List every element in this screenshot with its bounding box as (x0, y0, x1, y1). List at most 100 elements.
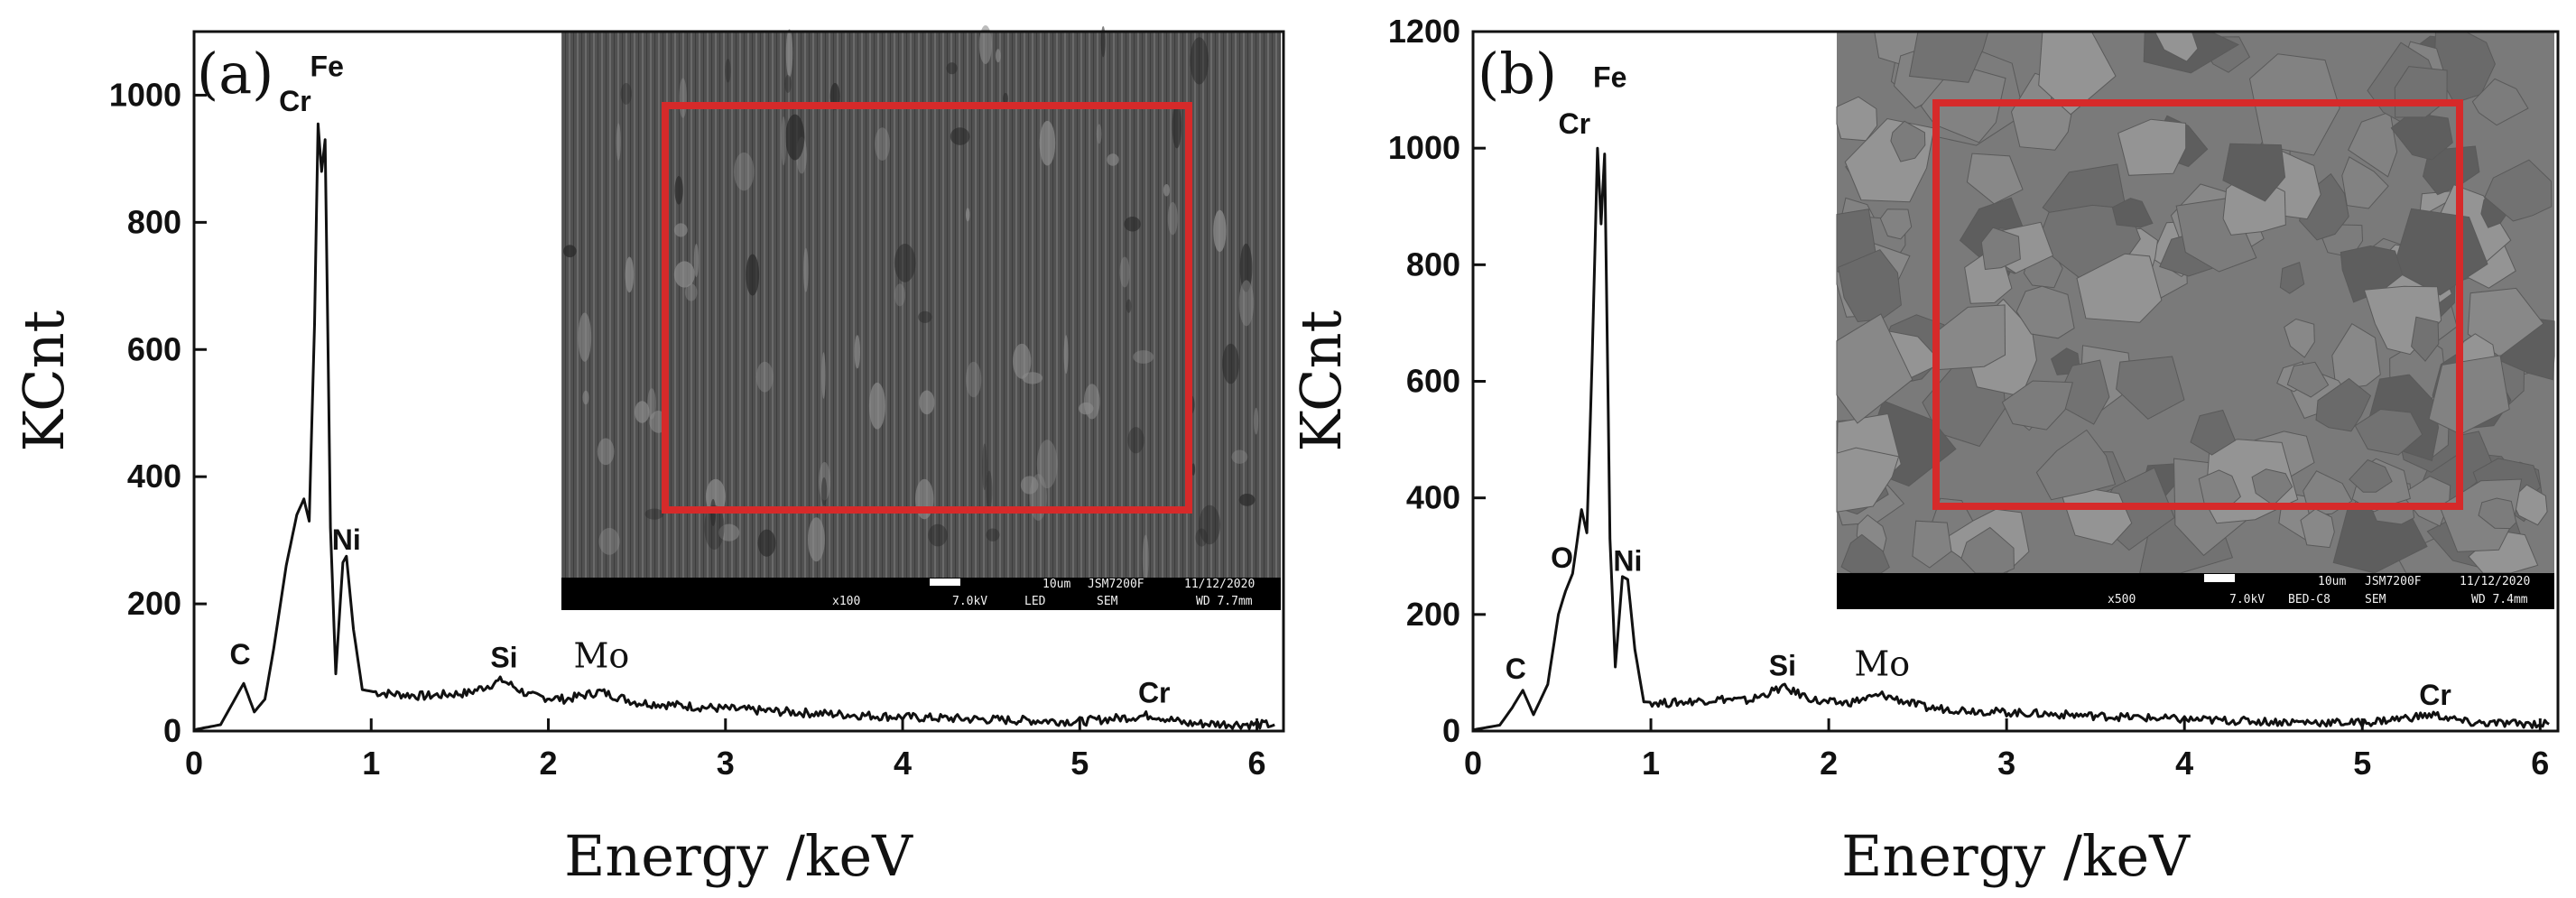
panel-a-sem-speck (803, 247, 809, 292)
panel-a-sem-speck (755, 361, 774, 393)
panel-a-x-tick-label: 2 (540, 745, 558, 782)
panel-b-sem-grain (1980, 227, 2021, 271)
panel-b-sem-grain (2279, 262, 2305, 294)
panel-a-sem-speck (894, 283, 905, 307)
panel-b-sem-grain (2331, 323, 2381, 391)
panel-a-peak-label: Ni (332, 523, 361, 556)
panel-b-sem-grain (2284, 318, 2315, 358)
panel-a-sem-speck (821, 352, 826, 399)
panel-a-sem-speck (986, 528, 1000, 542)
panel-a-sem-speck (598, 528, 620, 555)
panel-b-y-tick-label: 1200 (1388, 13, 1460, 50)
panel-a-y-tick-label: 200 (127, 585, 181, 622)
panel-a-sem-speck (854, 335, 861, 369)
panel-a-sem-speck (894, 243, 916, 282)
panel-a-sem-speck (616, 123, 621, 161)
panel-a-x-tick-label: 3 (717, 745, 735, 782)
panel-b-sem-grain (1836, 313, 1913, 424)
panel-a-sem-speck (1213, 209, 1227, 253)
panel-b-x-tick-label: 5 (2353, 745, 2371, 782)
panel-a-peak-label: Si (490, 642, 517, 674)
panel-b-sem-grain (2035, 429, 2117, 501)
panel-b-y-tick-label: 800 (1406, 245, 1460, 282)
panel-a-x-tick-label: 4 (894, 745, 912, 782)
panel-a-sem-date: 11/12/2020 (1184, 578, 1255, 591)
panel-b-sem-grain (2467, 287, 2544, 357)
panel-b-peak-label: Cr (2419, 679, 2451, 711)
panel-a-x-tick-label: 0 (185, 745, 203, 782)
panel-a-sem-speck (1078, 402, 1094, 415)
panel-a-x-tick-label: 6 (1248, 745, 1266, 782)
panel-b-sem-grain (1836, 447, 1900, 513)
panel-a-sem-speck (1199, 505, 1221, 545)
panel-a-sem-speck (1254, 407, 1259, 435)
panel-a-sem-speck (1036, 440, 1058, 489)
panel-a-axes: 0 1 2 3 4 5 6 0 200 400 600 800 1000 (109, 76, 1266, 782)
panel-a-sem-speck (986, 470, 993, 511)
panel-a-roi-box (662, 102, 1192, 514)
panel-b-axes: 0 1 2 3 4 5 6 0 200 400 600 800 1000 1200 (1388, 13, 2549, 782)
panel-a-y-tick-label: 800 (127, 203, 181, 240)
panel-a-y-tick-label: 400 (127, 458, 181, 495)
panel-a-sem-speck (950, 127, 970, 145)
panel-a-sem-wd: WD 7.7mm (1196, 595, 1253, 608)
panel-a-sem-speck (919, 390, 935, 415)
panel-a-sem-detector: LED (1024, 595, 1046, 608)
panel-b-sem-grain (2222, 143, 2286, 202)
panel-a-sem-speck (1238, 280, 1255, 327)
panel-b-spectrum-line (1472, 146, 2550, 732)
panel-a-sem-speck (1239, 243, 1253, 292)
panel-a-sem-speck (1191, 463, 1196, 476)
panel-a-sem-speck (807, 517, 825, 562)
panel-b-roi-box (1932, 99, 2463, 510)
panel-a-sem-speck (582, 390, 589, 405)
panel-a-sem-speck (757, 529, 776, 557)
panel-a-sem-speck (1195, 528, 1208, 547)
panel-b-peak-label: Si (1769, 650, 1796, 682)
panel-a-sem-speck (704, 505, 725, 550)
panel-b-sem-grain (2348, 111, 2398, 178)
panel-a-sem-speck (785, 29, 793, 78)
panel-b-chart: x500 7.0kV BED-C8 SEM 10um JSM7200F 11/1… (1288, 13, 2560, 889)
panel-b-sem-grain (2076, 253, 2163, 323)
panel-a-sem-speck (1167, 201, 1178, 236)
panel-a-sem-speck (1142, 534, 1149, 582)
panel-a-sem-mode: SEM (1097, 595, 1118, 608)
panel-a-sem-speck (1124, 217, 1141, 232)
panel-b-peak-label: Cr (1559, 107, 1591, 140)
panel-b-peak-label: O (1551, 542, 1573, 574)
panel-b-sem-grain (2117, 118, 2187, 176)
panel-a-sem-speck (868, 382, 885, 430)
panel-b-x-tick-label: 3 (1997, 745, 2015, 782)
panel-b-peak-label: Ni (1613, 544, 1642, 577)
panel-a-sem-speck (620, 82, 633, 105)
panel-b-sem-kv: 7.0kV (2229, 593, 2265, 606)
panel-b-sem-grain (2411, 316, 2440, 362)
panel-a-y-tick-label: 0 (163, 712, 181, 749)
panel-b-scale-bar (2204, 574, 2235, 582)
panel-a-peak-label: Cr (279, 85, 311, 117)
panel-a-sem-speck (679, 78, 687, 118)
panel-b-sem-grain (2111, 198, 2154, 228)
panel-a-sem-speck (1039, 120, 1056, 166)
panel-a-sem-speck (1100, 25, 1106, 58)
panel-a-sem-speck (746, 254, 760, 296)
panel-a-y-tick-label: 600 (127, 330, 181, 367)
panel-b-sem-grain (2286, 361, 2330, 398)
panel-a-sem-speck (928, 523, 948, 547)
panel-b-sem-grain (2341, 156, 2389, 209)
panel-b-y-tick-label: 600 (1406, 363, 1460, 400)
panel-a-peak-label: Mo (573, 636, 629, 676)
panel-a-spectrum-line (193, 122, 1275, 732)
panel-a-sem-info-bar (561, 578, 1281, 610)
panel-a-sem-speck (705, 478, 726, 514)
panel-b-peak-label: Fe (1593, 60, 1626, 93)
panel-a-sem-speck (718, 523, 740, 542)
panel-a-sem-speck (1020, 476, 1039, 495)
panel-a-sem-speck (563, 245, 577, 258)
panel-b-sem-grain (2484, 159, 2553, 222)
panel-a-sem-speck (1238, 494, 1256, 506)
panel-b-peak-label: C (1506, 653, 1526, 685)
